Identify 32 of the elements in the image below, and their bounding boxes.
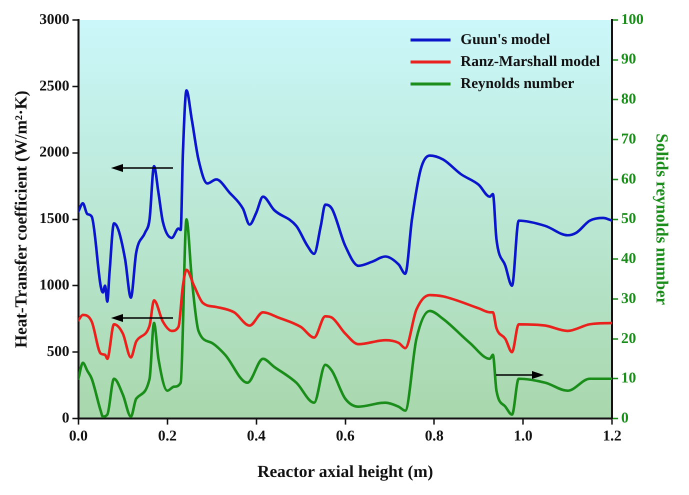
y2-tick-label: 30 <box>621 290 636 307</box>
x-tick-label: 0.4 <box>246 428 266 444</box>
legend-label: Guun's model <box>460 32 550 48</box>
y2-axis-title: Solids reynolds number <box>652 133 672 306</box>
y2-tick-label: 60 <box>621 171 636 188</box>
y2-tick-label: 0 <box>621 410 629 426</box>
y2-tick-label: 70 <box>621 131 636 148</box>
y2-tick-label: 80 <box>621 92 636 108</box>
x-tick-label: 0.0 <box>69 428 88 444</box>
y-axis-title: Heat-Transfer coefficient (W/m²·K) <box>12 90 31 348</box>
y2-tick-label: 50 <box>621 211 636 228</box>
y2-tick-label: 90 <box>621 52 636 68</box>
x-tick-label: 1.2 <box>602 428 622 444</box>
y2-tick-label: 10 <box>621 370 636 387</box>
y-tick-label: 0 <box>62 410 70 426</box>
x-tick-label: 0.2 <box>158 428 177 444</box>
y-tick-label: 3000 <box>39 12 70 28</box>
legend-label: Reynolds number <box>460 76 575 92</box>
line-series <box>78 268 612 360</box>
y2-tick-label: 20 <box>621 330 636 347</box>
y2-tick-label: 100 <box>621 12 644 28</box>
x-tick-label: 0.8 <box>424 428 444 444</box>
y-tick-label: 1000 <box>39 278 70 294</box>
y-tick-label: 1500 <box>39 211 70 228</box>
x-axis-title: Reactor axial height (m) <box>257 462 434 482</box>
x-tick-label: 0.6 <box>336 428 356 444</box>
y-tick-label: 500 <box>46 344 70 360</box>
y-tick-label: 2500 <box>39 78 70 94</box>
y2-tick-label: 40 <box>621 251 636 268</box>
legend-label: Ranz-Marshall model <box>460 54 600 70</box>
y-tick-label: 2000 <box>39 144 70 161</box>
x-tick-label: 1.0 <box>514 428 533 444</box>
